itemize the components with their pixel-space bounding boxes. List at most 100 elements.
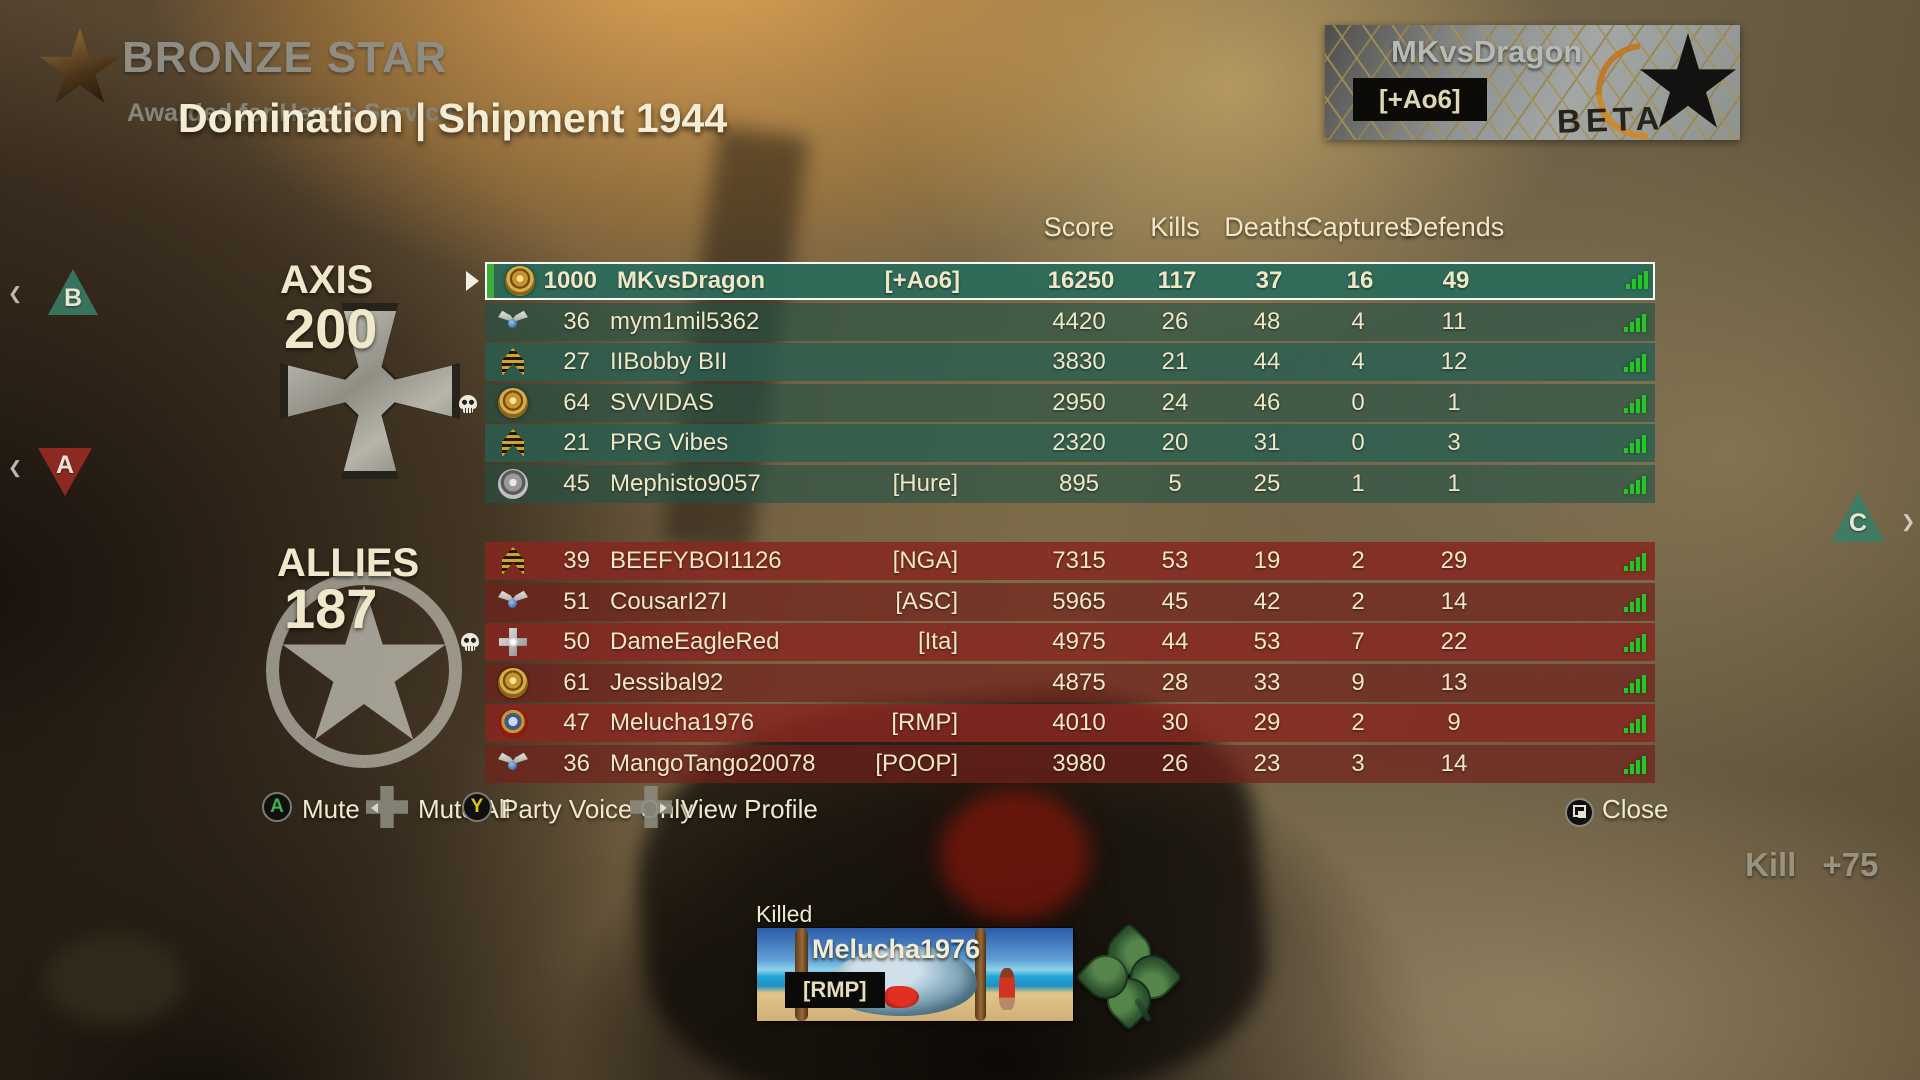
award-subtitle: Awarded for Heroic Service <box>127 99 454 127</box>
scoreboard-row[interactable]: 27 IIBobby BII 3830 21 44 4 12 <box>485 343 1655 381</box>
player-clan-tag: [NGA] <box>892 547 958 574</box>
objective-marker-a: A <box>38 448 92 496</box>
prestige-gold-icon <box>498 667 528 698</box>
connection-signal-icon <box>1624 313 1646 332</box>
player-level: 36 <box>563 307 590 335</box>
connection-signal-icon <box>1624 674 1646 693</box>
selected-row-stripe <box>487 264 494 298</box>
victim-name: Melucha1976 <box>812 934 981 964</box>
view-button-icon[interactable] <box>1565 798 1594 827</box>
connection-signal-icon <box>1624 634 1646 652</box>
connection-signal-icon <box>1624 435 1646 453</box>
objective-marker-b: B <box>48 269 98 315</box>
wings-icon <box>498 749 528 779</box>
chevrons-icon <box>498 347 528 377</box>
stat-kills: 45 <box>1161 587 1189 615</box>
stat-score: 16250 <box>1047 267 1115 294</box>
view-profile-button[interactable]: View Profile <box>681 794 818 824</box>
player-name: Mephisto9057 <box>610 469 761 497</box>
stat-deaths: 37 <box>1255 267 1283 294</box>
chevrons-icon <box>498 546 528 576</box>
scoreboard-row[interactable]: 1000 MKvsDragon [+Ao6] 16250 117 37 16 49 <box>466 262 1655 300</box>
stat-deaths: 29 <box>1253 709 1281 736</box>
stat-defends: 9 <box>1447 709 1461 736</box>
scoreboard-row[interactable]: 64 SVVIDAS 2950 24 46 0 1 <box>485 383 1655 422</box>
scoreboard-row[interactable]: 36 MangoTango20078 [POOP] 3980 26 23 3 14 <box>485 744 1655 783</box>
scoreboard-row[interactable]: 50 DameEagleRed [Ita] 4975 44 53 7 22 <box>485 623 1655 661</box>
stat-captures: 16 <box>1346 267 1374 294</box>
stat-defends: 29 <box>1440 547 1468 574</box>
stat-score: 3830 <box>1052 348 1106 375</box>
bronze-star-icon <box>39 28 121 103</box>
medal-silver-icon <box>498 468 528 499</box>
player-name: SVVIDAS <box>610 388 715 416</box>
stat-kills: 26 <box>1161 307 1189 335</box>
stat-captures: 2 <box>1351 587 1365 615</box>
four-leaf-clover-icon <box>1074 921 1184 1032</box>
marker-label: A <box>55 450 75 479</box>
allies-scoreboard: 39 BEEFYBOI1126 [NGA] 7315 53 19 2 29 51 CousarI2… <box>485 542 1655 785</box>
stat-kills: 53 <box>1161 547 1189 574</box>
shark-mouth-art <box>885 986 919 1008</box>
stat-deaths: 42 <box>1253 587 1281 615</box>
palm-tree-art <box>975 928 986 1021</box>
card-player-name: MKvsDragon <box>1391 34 1583 69</box>
stat-score: 4010 <box>1052 709 1106 736</box>
connection-signal-icon <box>1624 354 1646 372</box>
player-name: BEEFYBOI1126 <box>610 547 782 574</box>
score-popup: Kill +75 <box>1745 846 1878 884</box>
stat-deaths: 31 <box>1253 429 1281 456</box>
stat-captures: 4 <box>1351 348 1365 375</box>
connection-signal-icon <box>1624 755 1646 774</box>
stat-score: 4975 <box>1052 628 1106 655</box>
a-button-icon[interactable]: A <box>262 792 292 822</box>
stat-kills: 30 <box>1161 709 1189 736</box>
scoreboard-row[interactable]: 39 BEEFYBOI1126 [NGA] 7315 53 19 2 29 <box>485 542 1655 580</box>
player-level: 61 <box>563 668 590 696</box>
scoreboard-row[interactable]: 21 PRG Vibes 2320 20 31 0 3 <box>485 424 1655 462</box>
connection-signal-icon <box>1624 475 1646 494</box>
allies-team-name: ALLIES <box>277 541 420 585</box>
wings-icon <box>498 587 528 617</box>
close-button[interactable]: Close <box>1602 794 1669 824</box>
stat-defends: 11 <box>1441 307 1467 335</box>
stat-captures: 0 <box>1351 429 1365 456</box>
marker-label: B <box>63 283 83 312</box>
stat-kills: 24 <box>1161 388 1189 416</box>
player-clan-tag: [+Ao6] <box>884 267 960 294</box>
scoreboard-row[interactable]: 51 CousarI27I [ASC] 5965 45 42 2 14 <box>485 582 1655 621</box>
player-name: Jessibal92 <box>610 668 724 696</box>
scoreboard-row[interactable]: 36 mym1mil5362 4420 26 48 4 11 <box>485 302 1655 341</box>
stat-kills: 21 <box>1161 348 1189 375</box>
stat-kills: 44 <box>1161 628 1189 655</box>
stat-captures: 2 <box>1351 547 1365 574</box>
player-level: 45 <box>563 469 590 497</box>
player-level: 64 <box>563 388 590 416</box>
score-event: Kill <box>1745 846 1797 883</box>
column-header-score: Score <box>1043 212 1115 242</box>
background-blob <box>45 935 185 1025</box>
column-header-deaths: Deaths <box>1224 212 1310 242</box>
scoreboard-row[interactable]: 45 Mephisto9057 [Hure] 895 5 25 1 1 <box>485 464 1655 503</box>
mute-button[interactable]: Mute <box>302 794 360 824</box>
stat-kills: 117 <box>1157 267 1197 294</box>
axis-team-name: AXIS <box>280 258 374 302</box>
y-button-icon[interactable]: Y <box>462 792 492 822</box>
rosette-red-icon <box>498 708 528 738</box>
allies-team-score: 187 <box>284 577 378 640</box>
scoreboard-row[interactable]: 47 Melucha1976 [RMP] 4010 30 29 2 9 <box>485 704 1655 742</box>
player-calling-card[interactable]: MKvsDragon [+Ao6] BETA <box>1325 23 1740 159</box>
scoreboard-row[interactable]: 61 Jessibal92 4875 28 33 9 13 <box>485 663 1655 702</box>
objective-marker-c: C <box>1831 492 1885 542</box>
player-level: 27 <box>563 348 590 375</box>
stat-defends: 13 <box>1440 668 1468 696</box>
dpad-left-icon[interactable] <box>366 786 408 828</box>
stat-score: 4420 <box>1052 307 1106 335</box>
column-header-kills: Kills <box>1150 212 1200 242</box>
stat-deaths: 46 <box>1253 388 1281 416</box>
marker-label: C <box>1848 508 1868 537</box>
stat-captures: 0 <box>1351 388 1365 416</box>
player-clan-tag: [ASC] <box>895 587 958 615</box>
player-name: Melucha1976 <box>610 709 755 736</box>
victim-clan-box: [RMP] <box>785 972 885 1008</box>
